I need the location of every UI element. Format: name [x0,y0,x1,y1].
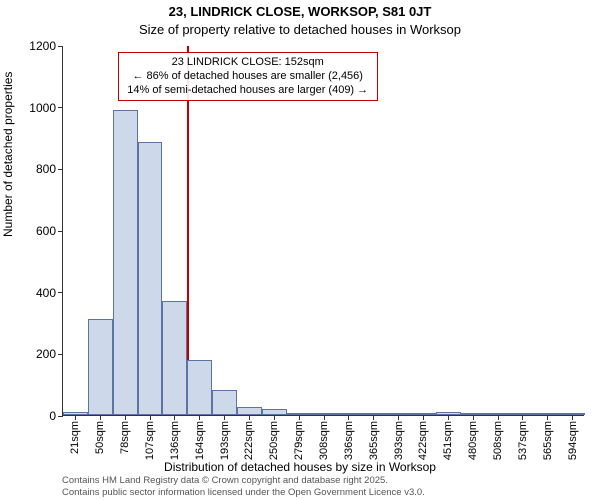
x-tick [324,415,325,420]
y-tick [58,107,63,108]
histogram-bar [237,407,262,415]
histogram-bar [187,360,212,416]
y-tick [58,354,63,355]
chart-title-sub: Size of property relative to detached ho… [0,22,600,37]
y-axis-title: Number of detached properties [1,72,15,237]
y-tick [58,169,63,170]
x-tick [299,415,300,420]
x-tick [448,415,449,420]
histogram-bar [113,110,138,415]
x-tick [224,415,225,420]
x-tick [274,415,275,420]
x-tick [572,415,573,420]
annotation-line: 23 LINDRICK CLOSE: 152sqm [125,56,371,70]
histogram-bar [88,319,113,415]
attribution-text: Contains HM Land Registry data © Crown c… [62,475,425,498]
y-tick-label: 200 [6,347,56,361]
histogram-bar [162,301,187,415]
plot-area: 23 LINDRICK CLOSE: 152sqm ← 86% of detac… [62,46,584,416]
x-tick [174,415,175,420]
y-tick-label: 800 [6,162,56,176]
x-tick [373,415,374,420]
y-tick [58,416,63,417]
x-tick [75,415,76,420]
x-axis-title: Distribution of detached houses by size … [0,460,600,474]
x-tick [522,415,523,420]
attribution-line: Contains public sector information licen… [62,487,425,498]
y-tick [58,231,63,232]
x-tick [100,415,101,420]
y-tick-label: 600 [6,224,56,238]
annotation-line: ← 86% of detached houses are smaller (2,… [125,70,371,84]
y-tick-label: 1000 [6,101,56,115]
x-tick [348,415,349,420]
x-tick [473,415,474,420]
x-tick [398,415,399,420]
annotation-line: 14% of semi-detached houses are larger (… [125,84,371,98]
x-tick [150,415,151,420]
x-tick [125,415,126,420]
y-tick [58,46,63,47]
y-tick-label: 1200 [6,39,56,53]
property-size-histogram: 23, LINDRICK CLOSE, WORKSOP, S81 0JT Siz… [0,0,600,500]
y-tick-label: 0 [6,409,56,423]
histogram-bar [138,142,163,415]
x-tick [249,415,250,420]
x-tick [547,415,548,420]
x-tick [423,415,424,420]
x-tick [199,415,200,420]
x-tick [498,415,499,420]
y-tick-label: 400 [6,286,56,300]
chart-title-main: 23, LINDRICK CLOSE, WORKSOP, S81 0JT [0,4,600,19]
histogram-bar [212,390,237,415]
y-tick [58,292,63,293]
annotation-box: 23 LINDRICK CLOSE: 152sqm ← 86% of detac… [118,52,378,101]
attribution-line: Contains HM Land Registry data © Crown c… [62,475,425,486]
